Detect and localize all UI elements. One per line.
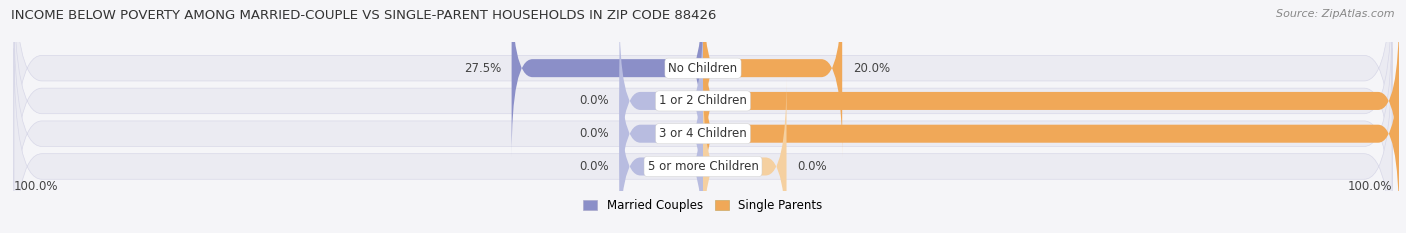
FancyBboxPatch shape — [14, 0, 1392, 186]
Text: 1 or 2 Children: 1 or 2 Children — [659, 94, 747, 107]
Text: No Children: No Children — [668, 62, 738, 75]
FancyBboxPatch shape — [620, 12, 703, 190]
Text: 0.0%: 0.0% — [579, 160, 609, 173]
FancyBboxPatch shape — [512, 0, 703, 158]
FancyBboxPatch shape — [14, 15, 1392, 233]
Text: 5 or more Children: 5 or more Children — [648, 160, 758, 173]
Text: 100.0%: 100.0% — [1347, 180, 1392, 193]
FancyBboxPatch shape — [14, 48, 1392, 233]
Text: 0.0%: 0.0% — [579, 94, 609, 107]
Text: 20.0%: 20.0% — [852, 62, 890, 75]
FancyBboxPatch shape — [703, 12, 1399, 190]
Legend: Married Couples, Single Parents: Married Couples, Single Parents — [583, 199, 823, 212]
FancyBboxPatch shape — [703, 77, 786, 233]
Text: INCOME BELOW POVERTY AMONG MARRIED-COUPLE VS SINGLE-PARENT HOUSEHOLDS IN ZIP COD: INCOME BELOW POVERTY AMONG MARRIED-COUPL… — [11, 9, 717, 22]
Text: 100.0%: 100.0% — [14, 180, 59, 193]
FancyBboxPatch shape — [703, 45, 1399, 223]
FancyBboxPatch shape — [620, 77, 703, 233]
Text: 0.0%: 0.0% — [579, 127, 609, 140]
FancyBboxPatch shape — [620, 45, 703, 223]
FancyBboxPatch shape — [14, 0, 1392, 219]
Text: 27.5%: 27.5% — [464, 62, 501, 75]
Text: Source: ZipAtlas.com: Source: ZipAtlas.com — [1277, 9, 1395, 19]
Text: 0.0%: 0.0% — [797, 160, 827, 173]
FancyBboxPatch shape — [703, 0, 842, 158]
Text: 3 or 4 Children: 3 or 4 Children — [659, 127, 747, 140]
